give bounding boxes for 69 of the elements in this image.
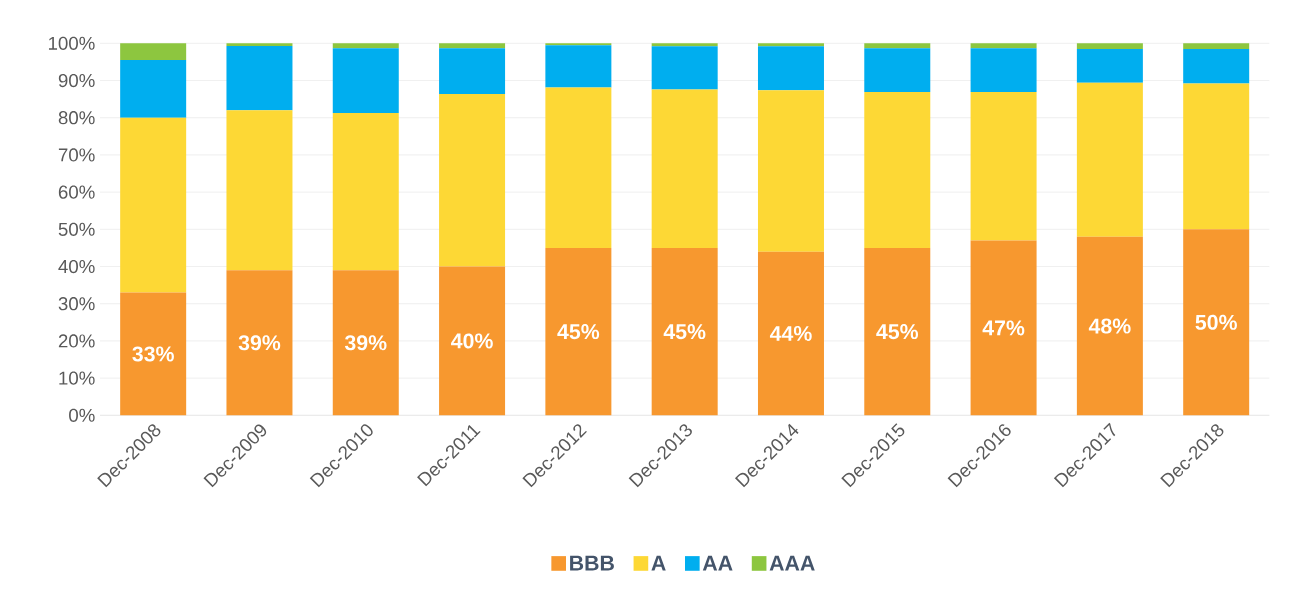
bar [970,240,1037,416]
bar [651,46,718,90]
bar [1183,83,1250,230]
bar [757,43,824,47]
bar [332,48,399,113]
data-label: 44% [769,325,812,341]
data-label: 45% [557,324,600,340]
bar [545,87,612,248]
bar [1076,48,1143,83]
bar [120,43,187,61]
y-tick-label: 40% [58,259,95,274]
bar [120,60,187,118]
y-tick-label: 10% [59,371,95,385]
bar [545,247,612,416]
bar [226,45,293,111]
bar [757,46,824,91]
bar [439,266,506,416]
bar [545,45,612,88]
bar [864,43,931,49]
data-label: 33% [132,346,174,362]
bar [332,112,399,271]
bar [332,270,399,416]
bar [1076,43,1143,49]
data-label: 45% [663,324,706,340]
y-tick-label: 90% [58,73,95,88]
legend-label: BBB [570,555,614,571]
data-label: 50% [1195,314,1237,330]
bar [226,270,293,416]
bar [651,43,718,47]
data-label: 39% [344,335,387,351]
bar [226,43,293,46]
bar [864,92,931,248]
y-tick-label: 80% [58,111,95,125]
bar [120,292,187,416]
bar [970,48,1037,93]
y-tick-label: 30% [58,297,95,311]
data-label: 40% [451,333,493,349]
bar [864,247,931,416]
bar [1076,82,1143,237]
y-tick-label: 0% [69,408,95,422]
bar [439,48,506,94]
bar [120,117,187,293]
bar [757,251,824,416]
bar [757,90,824,252]
data-label: 39% [238,335,281,351]
y-tick-label: 70% [58,148,95,162]
bar [651,89,718,248]
bar [1183,229,1250,416]
bar [332,43,399,49]
bar [439,93,506,267]
data-label: 48% [1088,318,1131,334]
bar [864,48,931,93]
bar [439,43,506,49]
data-label: 45% [876,324,919,340]
legend-label: AA [702,555,733,571]
y-tick-label: 50% [58,222,95,236]
y-tick-label: 100% [48,36,95,50]
data-label: 47% [982,320,1025,336]
bar [1183,48,1250,84]
bar [1183,43,1250,49]
bar [1076,236,1143,416]
legend-label: AAA [769,555,815,571]
bar [226,110,293,271]
legend-label: A [651,555,666,571]
y-tick-label: 60% [58,185,95,199]
bar [970,92,1037,241]
bar [651,247,718,416]
y-tick-label: 20% [58,334,95,348]
bar [970,43,1037,49]
